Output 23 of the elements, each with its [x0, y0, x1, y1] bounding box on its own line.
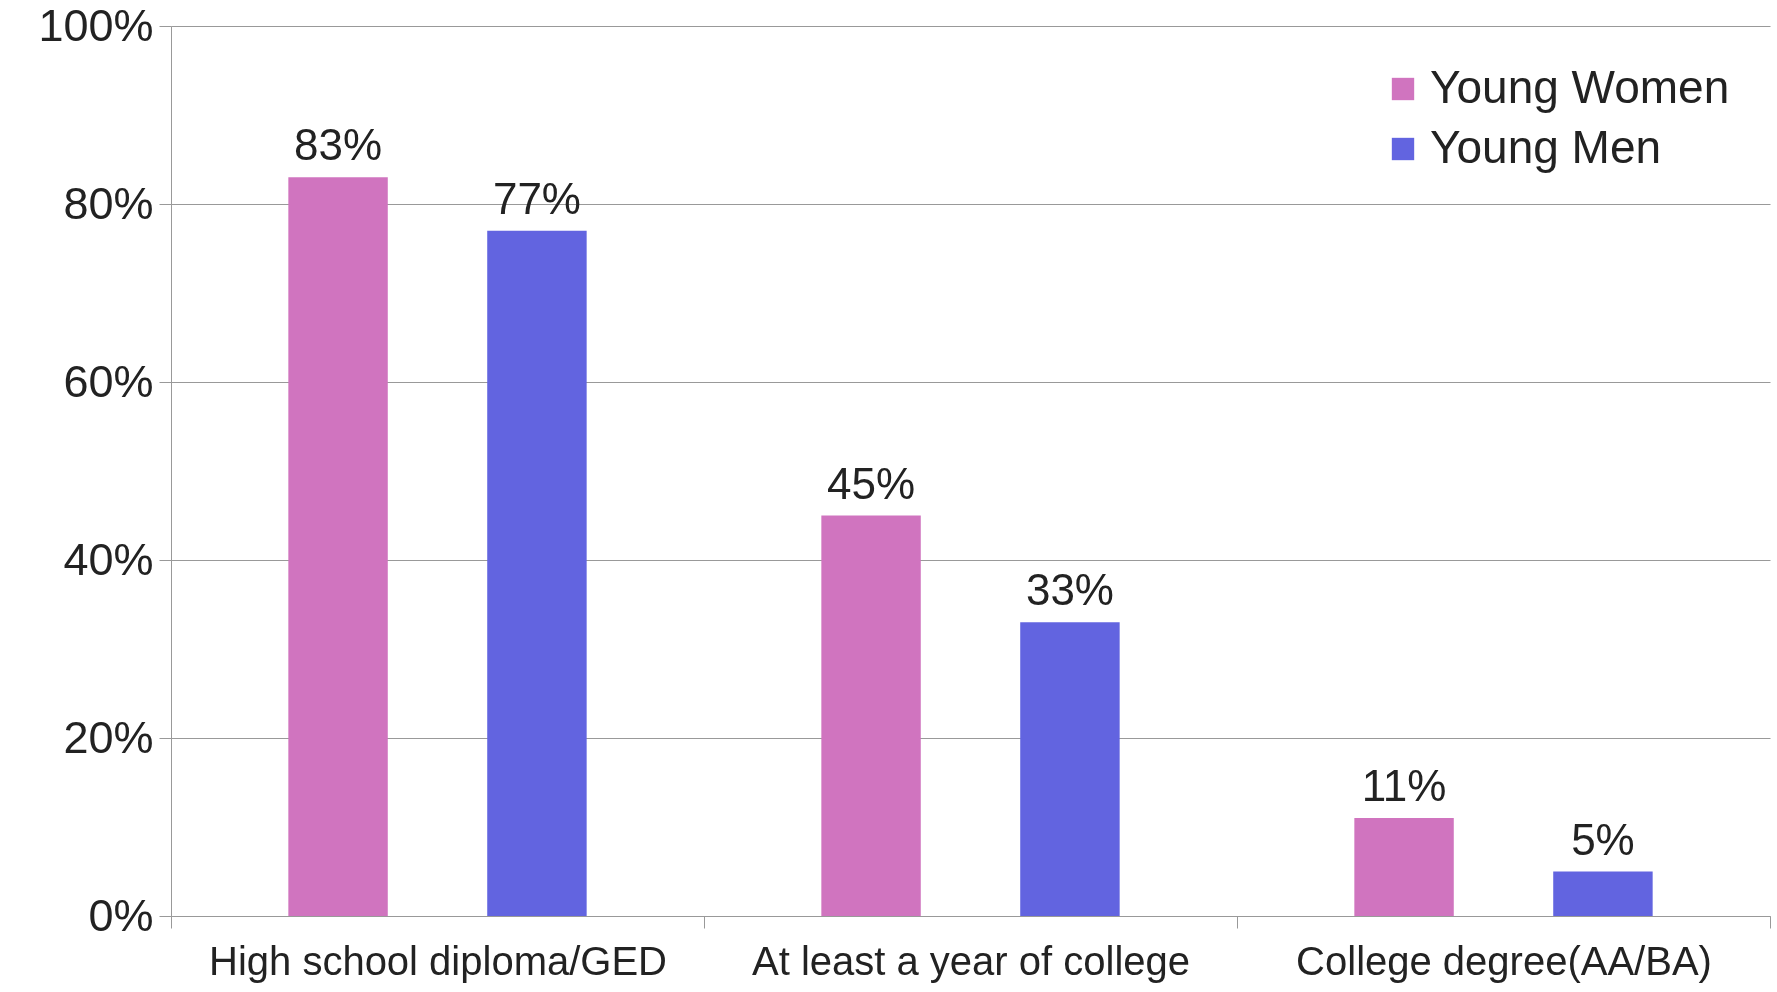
- data-label: 77%: [492, 173, 581, 223]
- y-tick-label: 60%: [63, 355, 154, 407]
- y-tick-label: 100%: [38, 0, 154, 51]
- data-label: 33%: [1025, 565, 1114, 615]
- x-tick-label: College degree(AA/BA): [1296, 938, 1712, 983]
- legend-label: Young Men: [1430, 121, 1662, 173]
- legend-label: Young Women: [1430, 61, 1730, 113]
- bar: [1354, 818, 1454, 916]
- y-tick-label: 20%: [63, 711, 154, 763]
- data-label: 45%: [827, 458, 916, 508]
- bar: [288, 177, 388, 916]
- data-label: 11%: [1361, 761, 1447, 811]
- y-tick-label: 0%: [88, 889, 154, 941]
- x-tick-label: High school diploma/GED: [209, 938, 667, 983]
- data-label: 83%: [294, 120, 383, 170]
- x-tick-label: At least a year of college: [751, 938, 1191, 983]
- bar: [1553, 871, 1653, 916]
- bar: [1020, 622, 1120, 916]
- y-tick-label: 80%: [63, 177, 154, 229]
- bar: [487, 230, 587, 916]
- y-tick-label: 40%: [63, 533, 154, 585]
- data-label: 5%: [1571, 814, 1635, 864]
- bar: [821, 515, 921, 916]
